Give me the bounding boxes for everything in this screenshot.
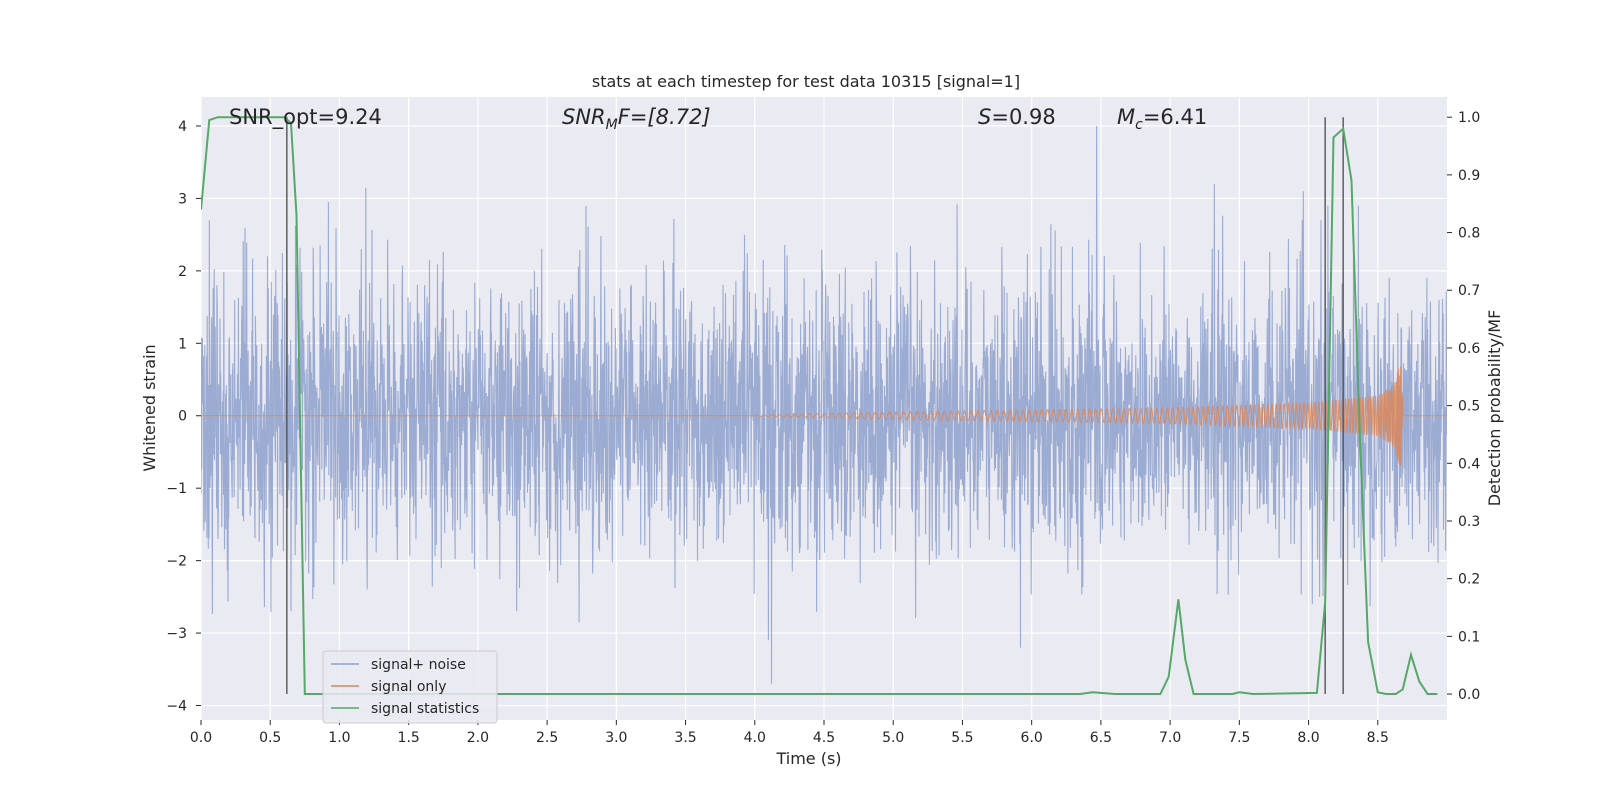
y-right-tick-label: 0.3 <box>1458 514 1480 530</box>
x-tick-label: 3.5 <box>674 730 696 746</box>
y-axis-left-label: Whitened strain <box>140 344 159 471</box>
x-tick-label: 0.5 <box>259 730 281 746</box>
y-right-tick-label: 0.7 <box>1458 283 1480 299</box>
y-right-tick-label: 0.1 <box>1458 629 1480 645</box>
x-tick-label: 6.5 <box>1090 730 1112 746</box>
annotation-snr-mf: SNRMF=[8.72] <box>562 105 711 133</box>
snr-mf-rest: F=[8.72] <box>618 105 711 129</box>
annotation-mc: Mc=6.41 <box>1117 105 1207 133</box>
mc-subscript: c <box>1135 117 1143 133</box>
legend: signal+ noise signal only signal statist… <box>322 650 498 724</box>
annotation-snr-opt: SNR_opt=9.24 <box>229 105 382 130</box>
chart-title: stats at each timestep for test data 103… <box>592 72 1020 91</box>
x-tick-label: 1.5 <box>398 730 420 746</box>
y-left-tick-label: 3 <box>178 191 187 207</box>
series-signal-only <box>201 366 1447 467</box>
y-left-tick-label: −1 <box>166 481 187 497</box>
x-tick-label: 4.5 <box>813 730 835 746</box>
series-signal-noise <box>201 125 1447 684</box>
x-tick-label: 6.0 <box>1021 730 1043 746</box>
y-left-tick-label: −4 <box>166 699 187 715</box>
legend-label-signal-only: signal only <box>371 679 446 695</box>
y-right-tick-label: 0.9 <box>1458 168 1480 184</box>
annotation-s: S=0.98 <box>978 105 1056 129</box>
snr-mf-sub: M <box>606 117 618 133</box>
y-left-tick-label: 2 <box>178 264 187 280</box>
x-tick-label: 4.0 <box>744 730 766 746</box>
y-left-tick-label: 0 <box>178 409 187 425</box>
x-tick-label: 5.0 <box>882 730 904 746</box>
y-axis-right-label: Detection probability/MF <box>1485 310 1504 507</box>
series-signal-statistics <box>201 116 1438 696</box>
y-right-tick-label: 0.2 <box>1458 572 1480 588</box>
x-tick-label: 2.5 <box>536 730 558 746</box>
x-tick-label: 2.0 <box>467 730 489 746</box>
x-tick-label: 5.5 <box>951 730 973 746</box>
x-tick-label: 8.5 <box>1367 730 1389 746</box>
y-left-tick-label: 1 <box>178 336 187 352</box>
y-right-tick-label: 1.0 <box>1458 110 1480 126</box>
y-right-tick-label: 0.0 <box>1458 687 1480 703</box>
s-symbol: S <box>978 105 991 129</box>
legend-label-signal-noise: signal+ noise <box>371 657 466 673</box>
x-tick-label: 0.0 <box>190 730 212 746</box>
x-tick-label: 7.0 <box>1159 730 1181 746</box>
legend-box <box>322 650 498 724</box>
y-left-tick-label: −3 <box>166 626 187 642</box>
x-axis-label: Time (s) <box>775 749 841 768</box>
x-tick-label: 7.5 <box>1228 730 1250 746</box>
y-right-tick-label: 0.8 <box>1458 226 1480 242</box>
mc-value: =6.41 <box>1143 105 1207 129</box>
x-tick-label: 8.0 <box>1297 730 1319 746</box>
y-right-tick-label: 0.6 <box>1458 341 1480 357</box>
y-right-tick-label: 0.4 <box>1458 456 1480 472</box>
y-right-tick-label: 0.5 <box>1458 399 1480 415</box>
plot-area <box>200 97 1447 720</box>
x-tick-label: 3.0 <box>605 730 627 746</box>
y-left-tick-label: 4 <box>178 119 187 135</box>
x-tick-label: 1.0 <box>328 730 350 746</box>
s-value: =0.98 <box>991 105 1055 129</box>
axes: 0.0 0.5 1.0 1.5 2.0 2.5 3.0 3.5 4.0 4.5 5.0 5.5 6.0 6… <box>166 110 1480 746</box>
y-left-tick-label: −2 <box>166 554 187 570</box>
legend-label-signal-statistics: signal statistics <box>371 701 479 717</box>
snr-mf-base: SNR <box>562 105 606 129</box>
mc-symbol: M <box>1117 105 1135 129</box>
